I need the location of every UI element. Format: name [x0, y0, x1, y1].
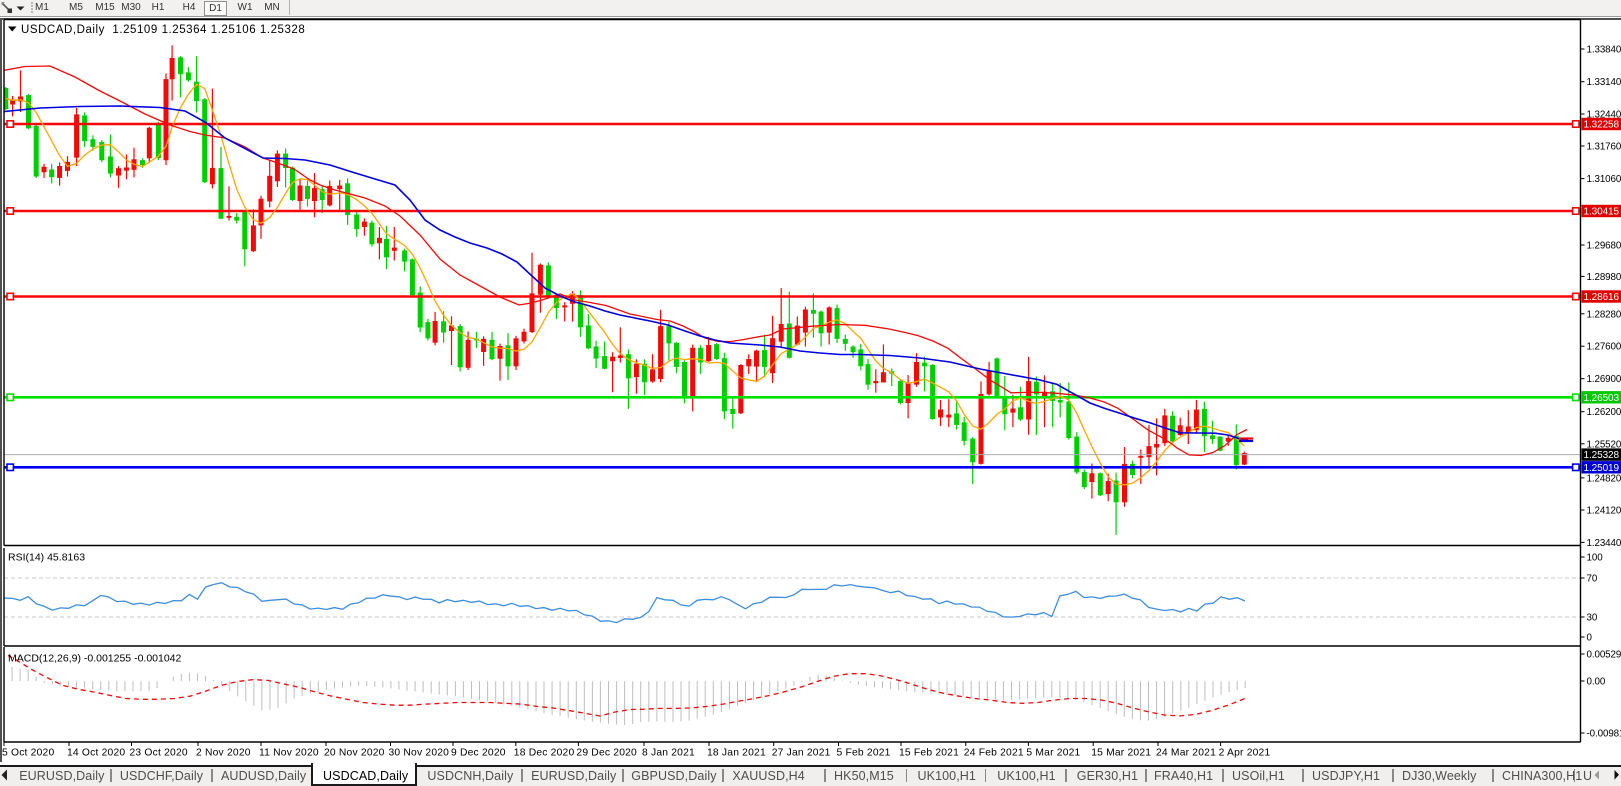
svg-text:15 Mar 2021: 15 Mar 2021	[1091, 748, 1151, 759]
svg-text:2 Nov 2020: 2 Nov 2020	[196, 748, 251, 759]
svg-text:23 Oct 2020: 23 Oct 2020	[130, 748, 188, 759]
svg-text:1.27600: 1.27600	[1587, 342, 1621, 353]
svg-text:5 Mar 2021: 5 Mar 2021	[1026, 748, 1080, 759]
svg-text:1.30415: 1.30415	[1584, 207, 1620, 218]
svg-text:USDCAD,Daily 1.25109 1.25364: USDCAD,Daily 1.25109 1.25364 1.25106 1.2…	[21, 24, 305, 36]
svg-text:0.00: 0.00	[1587, 677, 1606, 688]
svg-text:1.26200: 1.26200	[1587, 407, 1621, 418]
svg-text:30 Nov 2020: 30 Nov 2020	[389, 748, 450, 759]
svg-text:MACD(12,26,9) -0.001255 -0.001: MACD(12,26,9) -0.001255 -0.001042	[8, 653, 182, 665]
svg-text:1.25019: 1.25019	[1584, 463, 1620, 474]
svg-text:1.28616: 1.28616	[1584, 292, 1620, 303]
svg-text:1.29680: 1.29680	[1587, 241, 1621, 252]
svg-text:24 Mar 2021: 24 Mar 2021	[1156, 748, 1216, 759]
svg-text:1.28980: 1.28980	[1587, 272, 1621, 283]
svg-text:1.28280: 1.28280	[1587, 309, 1621, 320]
svg-text:14 Oct 2020: 14 Oct 2020	[67, 748, 125, 759]
svg-text:RSI(14) 45.8163: RSI(14) 45.8163	[8, 552, 85, 564]
svg-text:11 Nov 2020: 11 Nov 2020	[259, 748, 319, 759]
svg-text:1.33840: 1.33840	[1587, 45, 1621, 56]
svg-text:5 Oct 2020: 5 Oct 2020	[2, 748, 54, 759]
svg-text:1.26503: 1.26503	[1584, 393, 1620, 404]
svg-text:1.24820: 1.24820	[1587, 473, 1621, 484]
svg-text:1.33140: 1.33140	[1587, 77, 1621, 88]
svg-text:1.26900: 1.26900	[1587, 374, 1621, 385]
svg-text:27 Jan 2021: 27 Jan 2021	[772, 748, 831, 759]
svg-text:1.24120: 1.24120	[1587, 506, 1621, 517]
svg-text:29 Dec 2020: 29 Dec 2020	[576, 748, 637, 759]
svg-text:1.25328: 1.25328	[1584, 450, 1620, 461]
svg-text:15 Feb 2021: 15 Feb 2021	[899, 748, 959, 759]
svg-text:1.32440: 1.32440	[1587, 110, 1621, 121]
svg-text:-0.009816: -0.009816	[1587, 729, 1621, 740]
svg-text:70: 70	[1587, 574, 1598, 585]
svg-text:9 Dec 2020: 9 Dec 2020	[451, 748, 506, 759]
svg-text:1.23440: 1.23440	[1587, 538, 1621, 549]
svg-text:2 Apr 2021: 2 Apr 2021	[1219, 748, 1271, 759]
svg-text:0.005296: 0.005296	[1587, 650, 1621, 661]
svg-text:18 Jan 2021: 18 Jan 2021	[707, 748, 766, 759]
svg-text:1.31060: 1.31060	[1587, 174, 1621, 185]
svg-text:100: 100	[1587, 553, 1604, 564]
svg-text:0: 0	[1587, 633, 1593, 644]
svg-text:8 Jan 2021: 8 Jan 2021	[642, 748, 695, 759]
svg-text:24 Feb 2021: 24 Feb 2021	[964, 748, 1024, 759]
svg-text:1.25520: 1.25520	[1587, 439, 1621, 450]
svg-text:1.32258: 1.32258	[1584, 120, 1620, 131]
svg-text:30: 30	[1587, 613, 1598, 624]
svg-text:20 Nov 2020: 20 Nov 2020	[324, 748, 385, 759]
svg-text:5 Feb 2021: 5 Feb 2021	[837, 748, 891, 759]
svg-text:18 Dec 2020: 18 Dec 2020	[514, 748, 575, 759]
svg-text:1.31760: 1.31760	[1587, 142, 1621, 153]
